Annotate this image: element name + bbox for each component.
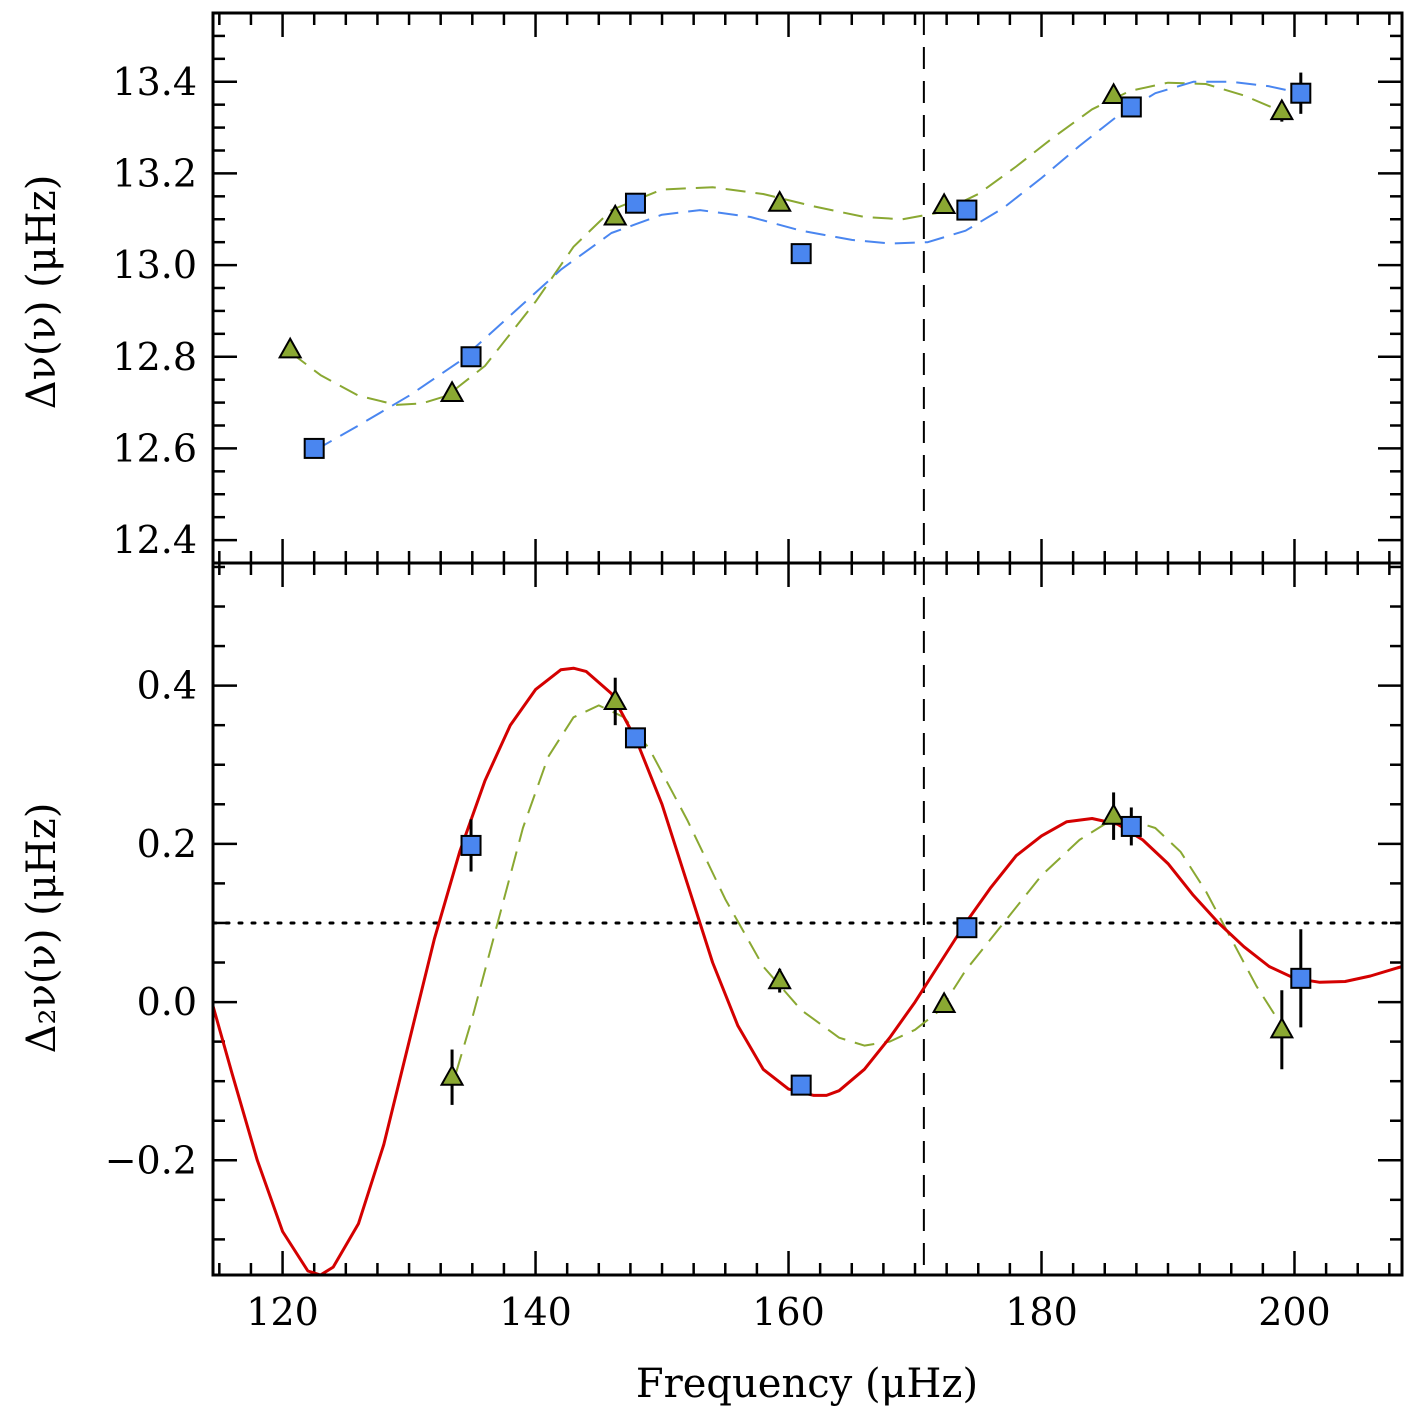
triangle-marker (603, 688, 628, 711)
triangle-marker (931, 192, 957, 215)
bottom-y-axis-title: Δ₂ν(ν) (μHz) (19, 803, 65, 1054)
y-tick-label: 0.2 (137, 822, 197, 866)
model-fit-curve (213, 666, 1402, 1275)
square-marker (790, 243, 812, 265)
square-marker (1290, 967, 1312, 989)
x-tick-label: 120 (246, 1290, 319, 1334)
dashed-fit-curve (454, 704, 1283, 1074)
panel-frame (211, 11, 1404, 565)
triangle-marker (603, 203, 628, 226)
y-tick-label: −0.2 (105, 1138, 197, 1182)
triangle-marker (439, 1064, 465, 1086)
square-marker (956, 917, 978, 939)
square-marker (1120, 815, 1142, 837)
dashed-fit-curve (289, 81, 1283, 406)
x-tick-label: 180 (1005, 1290, 1078, 1334)
triangle-marker (767, 190, 792, 212)
square-marker (303, 437, 325, 459)
y-tick-label: 13.2 (112, 151, 197, 195)
x-tick-label: 160 (752, 1290, 825, 1334)
x-tick-label: 140 (499, 1290, 572, 1334)
triangle-marker (277, 336, 303, 359)
triangle-marker (767, 967, 792, 990)
panel-frame (211, 561, 1404, 1277)
bottom-panel: −0.2 0.0 0.2 0.4 120 140 160 180 200 (105, 561, 1404, 1334)
y-tick-label: 0.0 (137, 980, 197, 1024)
x-tick-label: 200 (1258, 1290, 1331, 1334)
top-panel: 12.4 12.6 12.8 13.0 13.2 13.4 (112, 11, 1404, 565)
triangle-marker (931, 991, 957, 1013)
y-tick-label: 12.8 (112, 335, 197, 379)
y-tick-label: 13.0 (112, 243, 197, 287)
triangle-marker (1101, 802, 1126, 825)
square-marker (790, 1074, 812, 1096)
y-tick-label: 12.4 (112, 518, 197, 562)
square-marker (956, 199, 978, 221)
x-axis-title: Frequency (μHz) (636, 1361, 978, 1407)
square-marker (460, 346, 482, 368)
square-marker (460, 834, 482, 856)
y-tick-label: 13.4 (112, 60, 197, 104)
square-marker (624, 727, 646, 749)
triangle-marker (1269, 98, 1295, 121)
square-marker (624, 192, 646, 214)
triangle-marker (1269, 1016, 1295, 1039)
square-marker (1290, 82, 1312, 104)
dashed-fit-curve (313, 80, 1302, 452)
triangle-marker (1101, 82, 1126, 105)
triangle-marker (439, 380, 465, 402)
y-tick-label: 12.6 (112, 426, 197, 470)
top-y-axis-title: Δν(ν) (μHz) (19, 175, 65, 410)
square-marker (1120, 96, 1142, 118)
y-tick-label: 0.4 (137, 664, 197, 708)
